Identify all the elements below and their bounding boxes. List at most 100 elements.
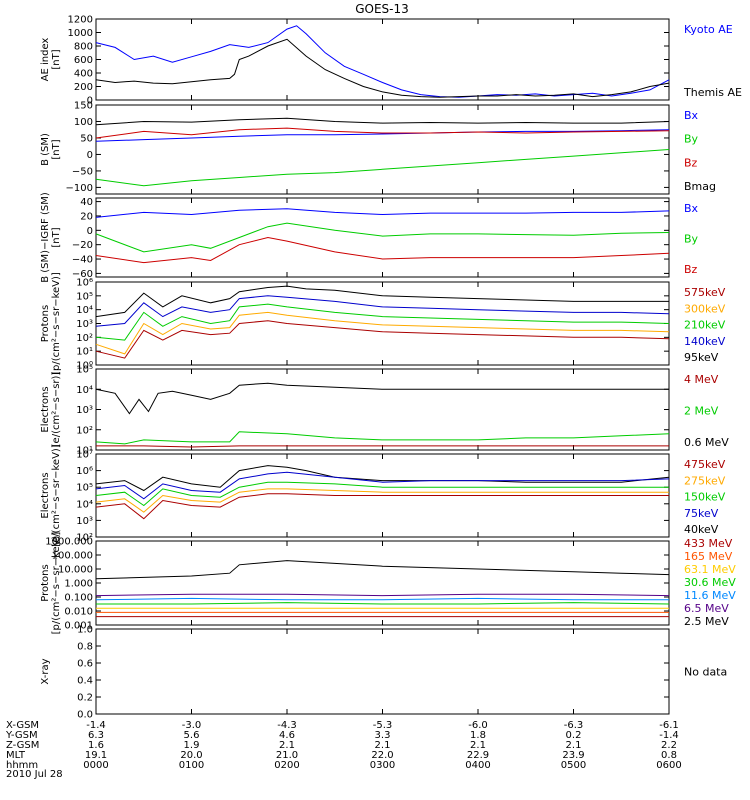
series-30-6-mev bbox=[96, 602, 670, 605]
y-tick-label: 10³ bbox=[76, 516, 93, 527]
footer-value: -3.0 bbox=[182, 720, 202, 731]
series-2-5-mev bbox=[95, 560, 670, 580]
y-tick-label: 10⁵ bbox=[76, 365, 93, 376]
footer-value: -6.1 bbox=[659, 720, 679, 731]
legend-entry: 75keV bbox=[684, 507, 719, 520]
legend-entry: Themis AE bbox=[683, 86, 742, 99]
footer-value: 2.1 bbox=[566, 740, 582, 751]
y-tick-label: 800 bbox=[74, 42, 93, 53]
legend-entry: 475keV bbox=[684, 458, 726, 471]
legend-entry: Bz bbox=[684, 263, 698, 276]
legend-entry: By bbox=[684, 233, 699, 246]
y-axis-label: Electrons bbox=[40, 472, 51, 518]
footer-value: 22.0 bbox=[371, 750, 393, 761]
y-tick-label: 0 bbox=[87, 96, 93, 107]
footer-date: 2010 Jul 28 bbox=[6, 769, 63, 780]
panel-b: −100 −50 0 50 100 150 B (SM) [nT] Bx By Bz Bmag bbox=[40, 101, 716, 195]
series-by bbox=[95, 222, 670, 253]
legend-entry: 433 MeV bbox=[684, 537, 733, 550]
panel-xray: 0.0 0.2 0.4 0.6 0.8 1.0 X-ray No data bbox=[40, 625, 727, 721]
y-tick-label: 10² bbox=[76, 333, 93, 344]
legend-entry: 150keV bbox=[684, 491, 726, 504]
y-tick-label: 10⁵ bbox=[76, 483, 93, 494]
legend-entry: 4 MeV bbox=[684, 373, 719, 386]
y-axis-label: Protons bbox=[40, 564, 51, 601]
y-tick-label: 20 bbox=[80, 211, 93, 222]
panel-frame bbox=[95, 628, 670, 715]
footer-value: 0600 bbox=[656, 760, 681, 771]
series-140kev bbox=[95, 295, 670, 327]
footer-row-label: Z-GSM bbox=[6, 740, 39, 751]
legend-entry: 40keV bbox=[684, 523, 719, 536]
y-tick-label: 10⁰ bbox=[76, 361, 93, 372]
y-tick-label: 0.2 bbox=[77, 693, 93, 704]
ephemeris-footer: X-GSM -1.4 -3.0 -4.3 -5.3 -6.0 -6.3 -6.1 Y-GSM 6.… bbox=[5, 720, 682, 780]
footer-value: 1.8 bbox=[470, 730, 486, 741]
panel-electrons2: 10² 10³ 10⁴ 10⁵ 10⁶ 10⁷ Electrons [e/(cm²−s−sr−… bbox=[40, 444, 726, 547]
legend-entry: 140keV bbox=[684, 335, 726, 348]
footer-value: -6.0 bbox=[468, 720, 488, 731]
y-tick-label: 10⁶ bbox=[76, 278, 93, 289]
y-tick-label: 1000 bbox=[68, 28, 93, 39]
y-tick-label: 1.000 bbox=[64, 579, 93, 590]
series-11-6-mev bbox=[95, 597, 669, 601]
y-tick-label: 100 bbox=[74, 117, 93, 128]
y-axis-label: AE index bbox=[40, 38, 51, 82]
footer-value: 5.6 bbox=[184, 730, 200, 741]
y-tick-label: 10² bbox=[76, 533, 93, 544]
legend-entry: 300keV bbox=[684, 302, 726, 315]
y-tick-label: 10² bbox=[76, 425, 93, 436]
chart-title: GOES-13 bbox=[355, 2, 409, 16]
footer-value: 19.1 bbox=[85, 750, 107, 761]
footer-row-label: MLT bbox=[6, 750, 26, 761]
y-axis-label: Protons bbox=[40, 305, 51, 342]
legend-entry: Kyoto AE bbox=[684, 23, 733, 36]
panel-protons1: 10⁰ 10¹ 10² 10³ 10⁴ 10⁵ 10⁶ Protons [p/(cm²−s−sr… bbox=[40, 272, 726, 375]
legend-entry: 165 MeV bbox=[684, 550, 733, 563]
footer-value: -1.4 bbox=[659, 730, 679, 741]
series-75kev bbox=[95, 471, 670, 500]
legend-entry: 11.6 MeV bbox=[684, 589, 736, 602]
legend-entry: No data bbox=[684, 666, 727, 679]
series-bz bbox=[95, 236, 670, 264]
legend-entry: 575keV bbox=[684, 286, 726, 299]
series-210kev bbox=[95, 303, 670, 341]
y-tick-label: 10⁴ bbox=[76, 385, 93, 396]
footer-value: -1.4 bbox=[86, 720, 106, 731]
y-tick-label: 600 bbox=[74, 55, 93, 66]
panel-electrons1: 10¹ 10² 10³ 10⁴ 10⁵ Electrons [e/(cm²−s−sr)] 4 … bbox=[40, 365, 729, 457]
y-tick-label: 0.001 bbox=[64, 621, 93, 632]
y-tick-label: 200 bbox=[74, 82, 93, 93]
series-bx bbox=[95, 129, 670, 142]
y-tick-label: 10³ bbox=[76, 405, 93, 416]
series-475kev bbox=[95, 493, 669, 520]
y-tick-label: −40 bbox=[72, 255, 93, 266]
footer-value: 21.0 bbox=[276, 750, 298, 761]
series-6-5-mev bbox=[95, 593, 670, 597]
legend-entry: 6.5 MeV bbox=[684, 602, 729, 615]
y-axis-label: B (SM) bbox=[40, 133, 51, 166]
footer-row-label: X-GSM bbox=[6, 720, 39, 731]
y-tick-label: −100 bbox=[66, 183, 93, 194]
series-275kev bbox=[95, 488, 669, 513]
y-axis-label: [p/(cm²−s−sr−keV)] bbox=[51, 272, 62, 375]
footer-value: 2.1 bbox=[470, 740, 486, 751]
y-tick-label: 0.010 bbox=[64, 607, 93, 618]
footer-value: 0300 bbox=[370, 760, 395, 771]
series-150kev bbox=[95, 481, 669, 507]
y-tick-label: 10¹ bbox=[76, 347, 93, 358]
legend-entry: 95keV bbox=[684, 351, 719, 364]
y-axis-label: B (SM)−IGRF (SM) bbox=[40, 192, 51, 283]
footer-value: -6.3 bbox=[564, 720, 584, 731]
legend-entry: 275keV bbox=[684, 474, 726, 487]
y-tick-label: 0.0 bbox=[77, 710, 93, 721]
legend-entry: By bbox=[684, 133, 699, 146]
y-axis-label: [nT] bbox=[51, 139, 62, 159]
y-tick-label: 10.000 bbox=[58, 565, 93, 576]
y-axis-label: [nT] bbox=[51, 227, 62, 247]
legend-entry: 30.6 MeV bbox=[684, 576, 736, 589]
footer-value: -5.3 bbox=[373, 720, 393, 731]
y-tick-label: −50 bbox=[72, 166, 93, 177]
y-tick-label: 1200 bbox=[68, 15, 93, 26]
